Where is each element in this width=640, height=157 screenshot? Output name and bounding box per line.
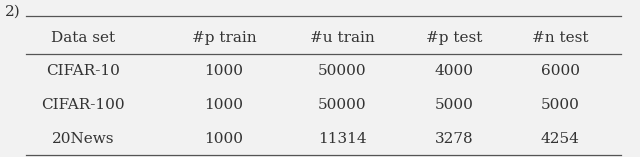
Text: CIFAR-100: CIFAR-100 xyxy=(42,98,125,112)
Text: 4000: 4000 xyxy=(435,64,474,78)
Text: 2): 2) xyxy=(5,5,21,19)
Text: 20News: 20News xyxy=(52,132,115,146)
Text: 5000: 5000 xyxy=(541,98,579,112)
Text: CIFAR-10: CIFAR-10 xyxy=(46,64,120,78)
Text: #p train: #p train xyxy=(192,31,256,45)
Text: 1000: 1000 xyxy=(205,64,243,78)
Text: 5000: 5000 xyxy=(435,98,474,112)
Text: 1000: 1000 xyxy=(205,132,243,146)
Text: 4254: 4254 xyxy=(541,132,579,146)
Text: 6000: 6000 xyxy=(541,64,579,78)
Text: #u train: #u train xyxy=(310,31,375,45)
Text: 3278: 3278 xyxy=(435,132,474,146)
Text: 1000: 1000 xyxy=(205,98,243,112)
Text: 50000: 50000 xyxy=(318,64,367,78)
Text: #p test: #p test xyxy=(426,31,483,45)
Text: Data set: Data set xyxy=(51,31,115,45)
Text: 50000: 50000 xyxy=(318,98,367,112)
Text: #n test: #n test xyxy=(532,31,588,45)
Text: 11314: 11314 xyxy=(318,132,367,146)
